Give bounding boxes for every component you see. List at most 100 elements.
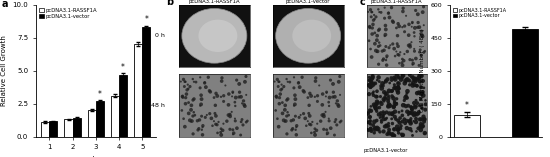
Point — [178, 96, 187, 99]
Point — [196, 104, 205, 107]
Point — [239, 124, 248, 126]
Point — [212, 115, 221, 117]
Point — [403, 97, 411, 99]
Point — [388, 113, 397, 116]
Point — [372, 100, 381, 103]
Point — [236, 121, 245, 123]
Point — [370, 120, 379, 123]
Point — [415, 64, 424, 67]
Point — [194, 129, 202, 131]
Point — [197, 115, 206, 117]
Point — [370, 105, 379, 108]
Point — [366, 48, 375, 50]
Point — [240, 103, 249, 106]
Point — [240, 105, 249, 107]
Point — [370, 14, 378, 16]
Point — [291, 128, 300, 131]
Point — [409, 81, 417, 84]
Point — [180, 80, 189, 83]
Point — [306, 124, 315, 126]
Point — [382, 80, 390, 83]
Point — [182, 96, 190, 99]
Point — [195, 119, 204, 121]
Point — [408, 108, 416, 111]
Point — [375, 11, 384, 13]
Point — [415, 80, 424, 83]
Point — [398, 114, 407, 117]
Point — [382, 111, 391, 114]
Point — [205, 112, 214, 115]
Point — [419, 94, 427, 97]
Text: a: a — [2, 0, 9, 9]
Point — [421, 108, 430, 111]
Point — [402, 15, 410, 17]
Point — [400, 25, 409, 27]
Point — [393, 34, 402, 37]
Point — [409, 62, 417, 65]
Point — [405, 74, 414, 76]
Point — [406, 106, 415, 108]
Point — [414, 127, 422, 130]
Point — [419, 123, 427, 125]
Point — [384, 11, 393, 14]
Point — [394, 82, 403, 84]
Point — [239, 100, 248, 102]
Title: pcDNA3.1-RASSF1A: pcDNA3.1-RASSF1A — [189, 0, 240, 4]
Point — [394, 45, 403, 48]
Point — [232, 79, 241, 81]
Point — [419, 126, 427, 128]
Point — [381, 33, 390, 36]
Point — [212, 92, 221, 95]
Point — [398, 134, 407, 136]
Point — [330, 134, 339, 136]
Bar — [64, 119, 73, 137]
Point — [416, 49, 425, 51]
Point — [411, 57, 420, 60]
Point — [366, 127, 375, 130]
Point — [408, 21, 417, 24]
Point — [318, 93, 327, 95]
Point — [401, 122, 410, 125]
Point — [226, 128, 234, 130]
Point — [285, 81, 294, 83]
Point — [282, 115, 291, 117]
Point — [387, 90, 396, 92]
Point — [196, 76, 205, 78]
Point — [304, 96, 312, 99]
Point — [271, 109, 280, 112]
Point — [371, 106, 380, 108]
Point — [181, 103, 190, 105]
Point — [388, 112, 397, 114]
Point — [324, 120, 333, 122]
Point — [365, 76, 373, 79]
Point — [190, 98, 199, 100]
Point — [333, 100, 342, 102]
Point — [177, 80, 185, 83]
Point — [274, 125, 283, 128]
Point — [416, 92, 425, 94]
Point — [243, 120, 252, 122]
Point — [277, 83, 286, 86]
Point — [377, 11, 386, 14]
Point — [381, 28, 390, 31]
Point — [313, 122, 322, 125]
Point — [368, 76, 377, 79]
Point — [403, 92, 411, 95]
Point — [408, 22, 417, 24]
Point — [370, 18, 379, 20]
Point — [372, 110, 381, 113]
Point — [389, 105, 398, 108]
Point — [178, 109, 186, 112]
Point — [416, 76, 425, 78]
Point — [396, 51, 405, 54]
Point — [406, 45, 415, 48]
Point — [299, 112, 308, 115]
Point — [395, 25, 404, 27]
Point — [364, 84, 373, 87]
Point — [372, 119, 381, 122]
Point — [366, 105, 375, 108]
Point — [181, 81, 190, 83]
Point — [419, 11, 427, 13]
Point — [392, 103, 400, 105]
Point — [272, 96, 281, 99]
